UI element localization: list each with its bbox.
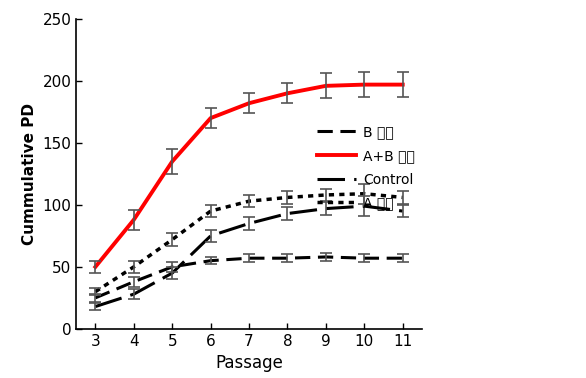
Control	[361, 204, 368, 208]
A 배양	[361, 191, 368, 196]
A+B 배양	[207, 116, 214, 120]
B 배양	[207, 259, 214, 263]
A 배양	[130, 265, 137, 269]
Line: A+B 배양: A+B 배양	[96, 85, 403, 267]
A 배양	[284, 195, 291, 200]
Y-axis label: Cummulative PD: Cummulative PD	[22, 103, 37, 245]
Control	[207, 234, 214, 238]
A 배양	[322, 193, 329, 197]
A+B 배양	[322, 84, 329, 88]
A+B 배양	[169, 159, 176, 164]
Control	[92, 304, 99, 309]
Line: B 배양: B 배양	[96, 257, 403, 298]
A 배양	[207, 209, 214, 213]
A+B 배양	[130, 217, 137, 222]
A+B 배양	[284, 91, 291, 96]
Line: A 배양: A 배양	[96, 194, 403, 292]
Control	[246, 221, 253, 226]
B 배양	[246, 256, 253, 260]
B 배양	[130, 279, 137, 284]
Legend: B 배양, A+B 배양, Control, A 배양: B 배양, A+B 배양, Control, A 배양	[317, 125, 415, 210]
A+B 배양	[92, 265, 99, 269]
Control	[399, 209, 406, 213]
A 배양	[399, 195, 406, 200]
Control	[284, 211, 291, 216]
B 배양	[92, 296, 99, 300]
A+B 배양	[361, 82, 368, 87]
X-axis label: Passage: Passage	[215, 354, 283, 372]
Line: Control: Control	[96, 206, 403, 307]
B 배양	[169, 265, 176, 269]
Control	[169, 271, 176, 275]
A+B 배양	[399, 82, 406, 87]
A+B 배양	[246, 101, 253, 105]
B 배양	[284, 256, 291, 260]
B 배양	[322, 255, 329, 259]
B 배양	[361, 256, 368, 260]
B 배양	[399, 256, 406, 260]
A 배양	[246, 199, 253, 203]
Control	[322, 206, 329, 211]
A 배양	[92, 290, 99, 294]
Control	[130, 292, 137, 296]
A 배양	[169, 237, 176, 242]
